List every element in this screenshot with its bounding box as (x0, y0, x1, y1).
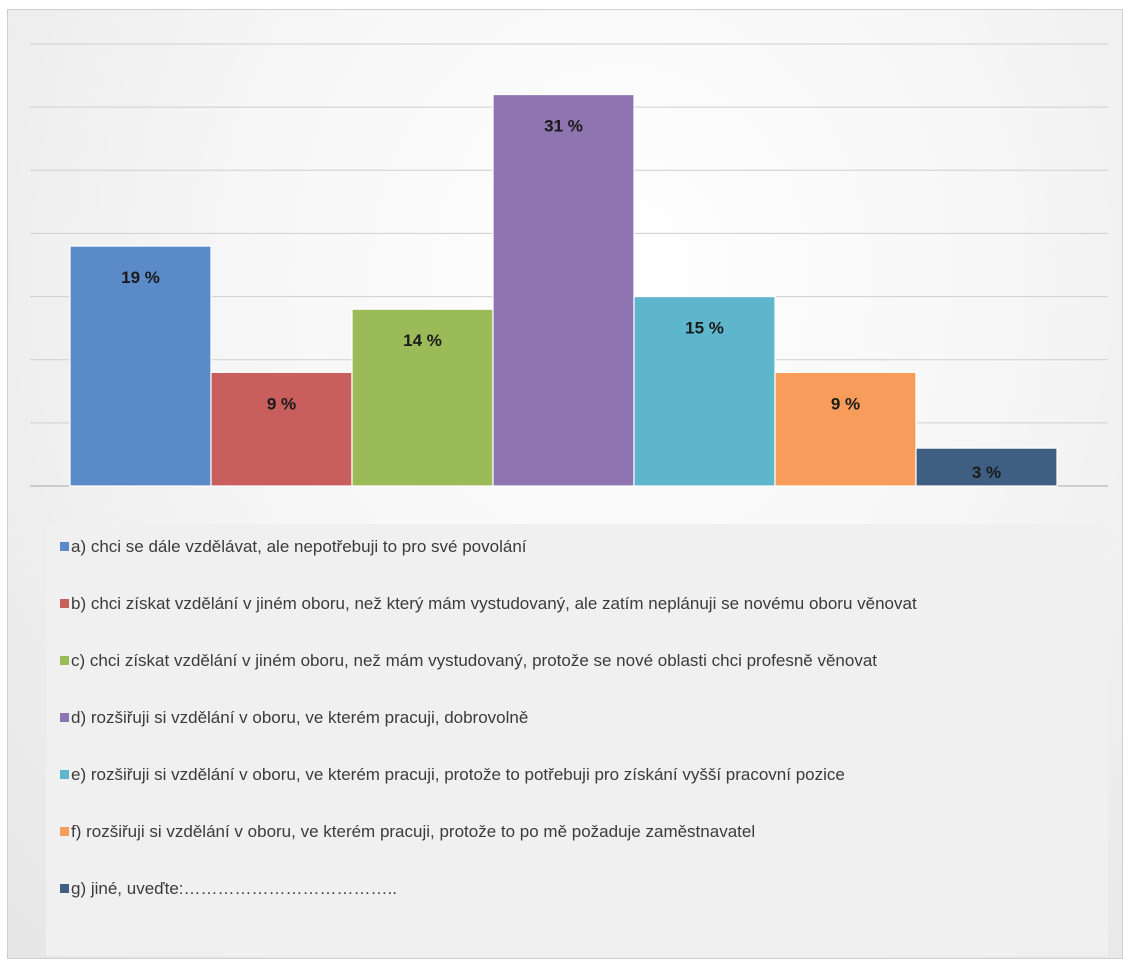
data-label: 31 % (544, 117, 583, 136)
legend-label: f) rozšiřuji si vzdělání v oboru, ve kte… (71, 822, 756, 841)
chart-frame: 19 % 9 % 14 % 31 % 15 % 9 % 3 % a) chci se dál… (7, 9, 1123, 959)
legend-entry: b) chci získat vzdělání v jiném oboru, n… (60, 590, 1096, 617)
legend-entry: e) rozšiřuji si vzdělání v oboru, ve kte… (60, 761, 1096, 788)
data-label: 19 % (121, 268, 160, 287)
bar (69, 245, 212, 487)
legend-swatch (60, 599, 69, 608)
legend-label: g) jiné, uveďte:……………………………….. (71, 879, 397, 898)
data-label: 9 % (267, 394, 296, 413)
data-label: 14 % (403, 331, 442, 350)
bar (633, 295, 776, 487)
plot-area: 19 % 9 % 14 % 31 % 15 % 9 % 3 % (30, 43, 1108, 487)
bar (210, 371, 353, 487)
legend-swatch (60, 884, 69, 893)
legend-entry: c) chci získat vzdělání v jiném oboru, n… (60, 647, 1096, 674)
legend-swatch (60, 770, 69, 779)
legend-swatch (60, 656, 69, 665)
bar (492, 93, 635, 487)
legend-entry: f) rozšiřuji si vzdělání v oboru, ve kte… (60, 818, 1096, 845)
legend-swatch (60, 827, 69, 836)
data-label: 3 % (972, 463, 1001, 482)
bar (915, 447, 1058, 487)
legend-swatch (60, 542, 69, 551)
legend-label: d) rozšiřuji si vzdělání v oboru, ve kte… (71, 708, 529, 727)
legend-entry: d) rozšiřuji si vzdělání v oboru, ve kte… (60, 704, 1096, 731)
data-label: 15 % (685, 319, 724, 338)
legend-entry: a) chci se dále vzdělávat, ale nepotřebu… (60, 533, 1096, 560)
data-label: 9 % (831, 394, 860, 413)
legend-label: c) chci získat vzdělání v jiném oboru, n… (71, 651, 878, 670)
legend-swatch (60, 713, 69, 722)
bar (774, 371, 917, 487)
legend-label: a) chci se dále vzdělávat, ale nepotřebu… (71, 537, 527, 556)
legend-label: e) rozšiřuji si vzdělání v oboru, ve kte… (71, 765, 845, 784)
legend-label: b) chci získat vzdělání v jiném oboru, n… (71, 594, 917, 613)
legend-entry: g) jiné, uveďte:……………………………….. (60, 875, 1096, 902)
legend: a) chci se dále vzdělávat, ale nepotřebu… (46, 524, 1108, 956)
bar (351, 308, 494, 487)
